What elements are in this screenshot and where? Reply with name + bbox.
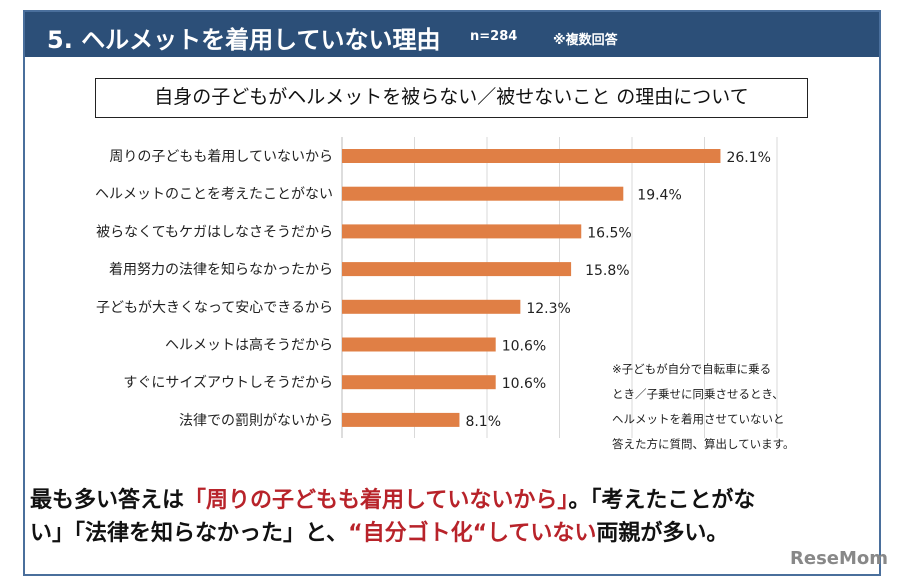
summary-text: 最も多い答えは「周りの子どもも着用していないから」。「考えたことがな い」「法律… (30, 484, 755, 550)
summary-segment: 。「考えたことがな (568, 488, 756, 513)
summary-line-1: 最も多い答えは「周りの子どもも着用していないから」。「考えたことがな (30, 484, 755, 517)
category-label: 子どもが大きくなって安心できるから (96, 300, 333, 316)
summary-segment: 最も多い答えは (30, 488, 185, 513)
summary-segment: 両親が多い。 (596, 521, 729, 546)
footnote: ※子どもが自分で自転車に乗る とき／子乗せに同乗させるとき、 ヘルメットを着用さ… (612, 357, 795, 457)
data-label: 8.1% (465, 414, 501, 430)
category-label: すぐにサイズアウトしそうだから (123, 375, 333, 391)
bar (342, 262, 572, 277)
data-label: 26.1% (726, 150, 770, 166)
data-label: 10.6% (502, 376, 546, 392)
category-label: 被らなくてもケガはしなさそうだから (96, 224, 333, 240)
bar (342, 186, 624, 201)
footnote-line: とき／子乗せに同乗させるとき、 (612, 387, 784, 401)
summary-highlight: “自分ゴト化“していない (348, 521, 597, 546)
summary-line-2: い」「法律を知らなかった」と、“自分ゴト化“していない両親が多い。 (30, 517, 755, 550)
category-label: ヘルメットは高そうだから (165, 337, 333, 354)
chart-subtitle: 自身の子どもがヘルメットを被らない／被せないこと の理由について (95, 78, 808, 118)
multiple-answer-note: ※複数回答 (553, 33, 618, 48)
sample-size: n=284 (470, 29, 518, 44)
page-title: 5. ヘルメットを着用していない理由 (47, 26, 441, 54)
category-label: 法律での罰則がないから (179, 413, 333, 429)
data-label: 10.6% (502, 339, 546, 355)
bar (342, 375, 496, 390)
footnote-line: ※子どもが自分で自転車に乗る (612, 362, 772, 376)
header-bar: 5. ヘルメットを着用していない理由 n=284 ※複数回答 (25, 12, 879, 57)
data-label: 19.4% (637, 188, 681, 204)
footnote-line: 答えた方に質問、算出しています。 (612, 437, 795, 451)
bar (342, 337, 496, 352)
resemom-logo: ReseMom (790, 548, 889, 569)
bar (342, 149, 721, 163)
bar (342, 412, 460, 427)
footnote-line: ヘルメットを着用させていないと (612, 412, 785, 426)
summary-segment: い」「法律を知らなかった」と、 (30, 521, 349, 546)
data-label: 15.8% (585, 263, 629, 279)
bar (342, 224, 582, 239)
category-label: 周りの子どもも着用していないから (109, 149, 333, 165)
summary-highlight: 「周りの子どもも着用していないから」 (184, 488, 569, 513)
bar (342, 299, 521, 314)
data-label: 12.3% (526, 301, 570, 317)
slide-frame (23, 10, 881, 576)
category-label: 着用努力の法律を知らなかったから (109, 261, 333, 278)
category-label: ヘルメットのことを考えたことがない (95, 187, 333, 203)
data-label: 16.5% (587, 225, 631, 241)
